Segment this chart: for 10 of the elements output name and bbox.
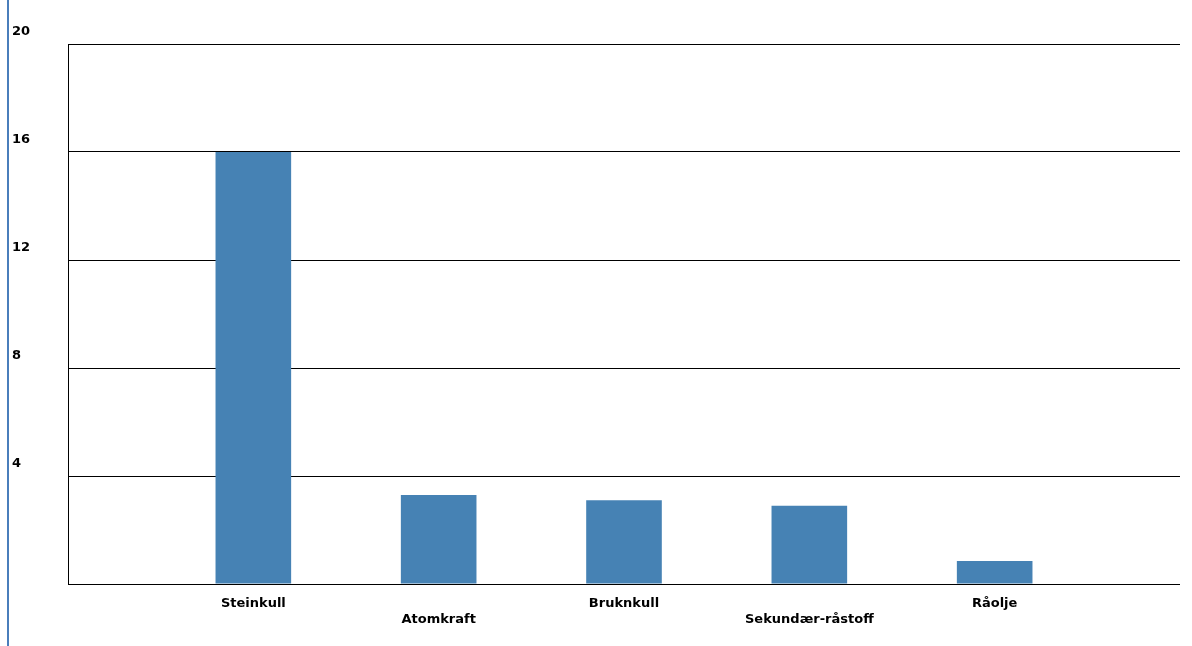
y-tick-label: 16 <box>12 131 31 147</box>
x-tick-label: Steinkull <box>220 595 286 611</box>
y-tick-label: 12 <box>12 239 31 255</box>
x-tick-label: Atomkraft <box>401 610 476 626</box>
y-tick-label: 20 <box>12 23 31 39</box>
x-tick-label: Sekundær-råstoff <box>745 610 875 626</box>
y-tick-label: 8 <box>12 347 22 363</box>
y-tick-label: 4 <box>12 455 22 471</box>
x-tick-label: Råolje <box>971 595 1018 611</box>
x-tick-label: Bruknkull <box>588 595 660 611</box>
